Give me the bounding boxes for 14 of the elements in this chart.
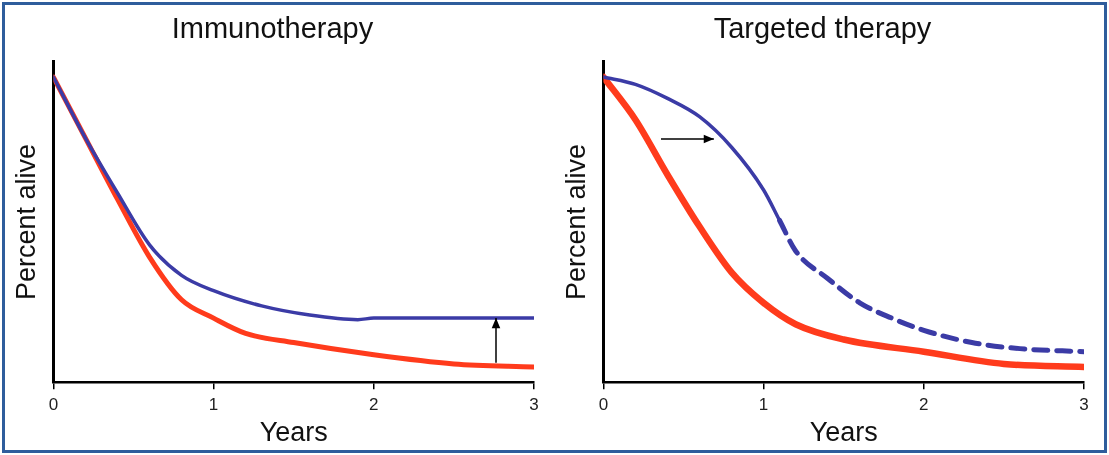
x-tick-label: 3: [1079, 395, 1089, 415]
y-axis-title: Percent alive: [10, 143, 41, 301]
chart-title: Targeted therapy: [713, 12, 932, 45]
x-axis-title: Years: [809, 417, 878, 448]
x-tick-label: 2: [369, 395, 379, 415]
x-tick-label: 2: [919, 395, 929, 415]
x-tick-label: 1: [208, 395, 219, 415]
x-tick-label: 1: [758, 395, 769, 415]
y-axis-title: Percent alive: [560, 143, 591, 301]
x-tick-label: 0: [598, 395, 609, 415]
chart-title: Immunotherapy: [171, 12, 374, 45]
x-tick-label: 0: [48, 395, 59, 415]
x-axis-title: Years: [259, 417, 328, 448]
x-tick-label: 3: [529, 395, 539, 415]
